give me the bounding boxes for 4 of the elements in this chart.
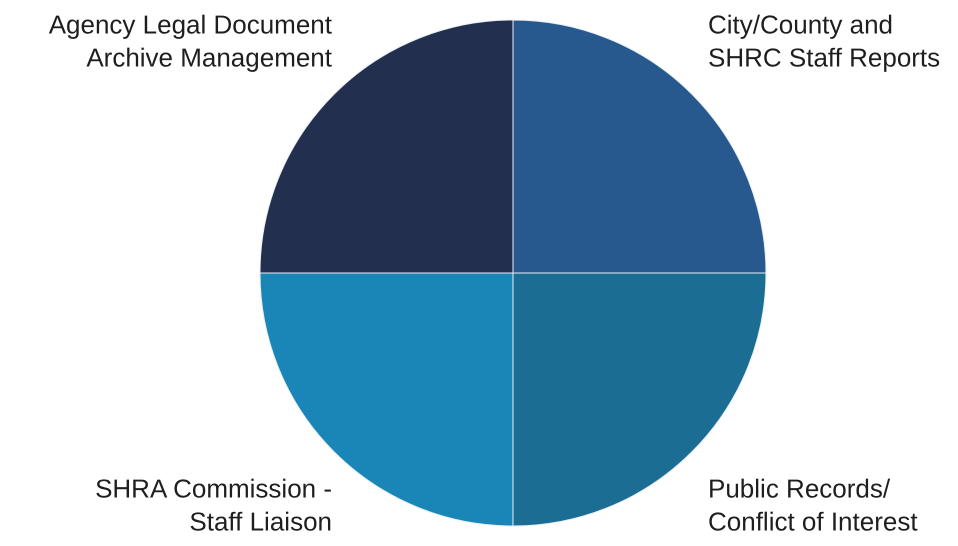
slice-label: Public Records/ Conflict of Interest: [708, 474, 918, 536]
slice-label: City/County and SHRC Staff Reports: [708, 10, 940, 72]
slice-label: Agency Legal Document Archive Management: [48, 10, 333, 72]
slice-label: SHRA Commission - Staff Liaison: [95, 474, 332, 536]
